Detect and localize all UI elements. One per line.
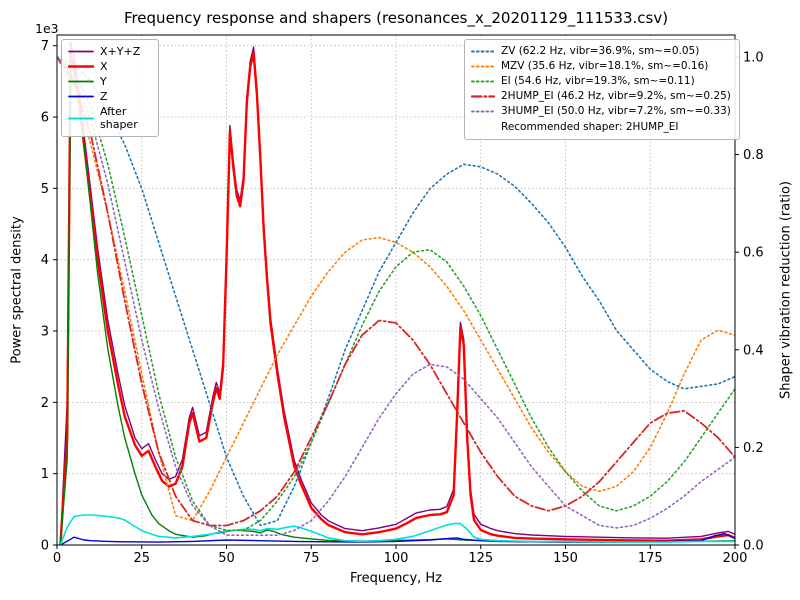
svg-text:200: 200 — [723, 551, 748, 566]
svg-text:0.6: 0.6 — [743, 246, 764, 261]
y-axis-left-label: Power spectral density — [9, 216, 25, 364]
legend-line-sample-2hump-ei — [471, 95, 495, 98]
series-after-shaper-line — [59, 514, 735, 545]
svg-text:100: 100 — [384, 551, 409, 566]
svg-text:6: 6 — [41, 111, 49, 126]
legend-recommended-shaper: Recommended shaper: 2HUMP_EI — [501, 121, 679, 133]
legend-label-z: Z — [100, 90, 108, 103]
svg-text:0: 0 — [41, 539, 49, 554]
svg-text:150: 150 — [553, 551, 578, 566]
legend-label-zv: ZV (62.2 Hz, vibr=36.9%, sm~=0.05) — [501, 45, 700, 57]
legend-item-x-y-z: X+Y+Z — [68, 44, 150, 59]
series-x-line — [59, 51, 735, 545]
svg-text:175: 175 — [638, 551, 663, 566]
legend-label-x: X — [100, 60, 108, 73]
y-axis-offset-label: 1e3 — [35, 21, 59, 36]
legend-line-sample-after-shaper — [68, 117, 94, 119]
legend-item-2hump-ei: 2HUMP_EI (46.2 Hz, vibr=9.2%, sm~=0.25) — [471, 89, 731, 104]
series-y-line — [59, 73, 735, 545]
shaper-2hump-ei-line — [57, 56, 735, 527]
legend-line-sample-x — [68, 65, 94, 68]
svg-text:0.0: 0.0 — [743, 539, 764, 554]
tick-labels: 0 25 50 75 100 125 150 175 200 0 1 2 3 4 5 6 7 0.0 0.2 0.4 0… — [41, 39, 764, 566]
svg-text:0: 0 — [53, 551, 61, 566]
legend-item-ei: EI (54.6 Hz, vibr=19.3%, sm~=0.11) — [471, 74, 731, 89]
shaper-mzv-line — [57, 56, 735, 522]
legend-label-ei: EI (54.6 Hz, vibr=19.3%, sm~=0.11) — [501, 75, 695, 87]
svg-text:7: 7 — [41, 39, 49, 54]
shaper-zv-line — [57, 56, 735, 527]
svg-text:2: 2 — [41, 396, 49, 411]
shaper-3hump-ei-line — [57, 56, 735, 537]
legend-item-y: Y — [68, 74, 150, 89]
svg-text:25: 25 — [133, 551, 150, 566]
svg-text:75: 75 — [303, 551, 320, 566]
legend-label-x-y-z: X+Y+Z — [100, 45, 141, 58]
legend-label-mzv: MZV (35.6 Hz, vibr=18.1%, sm~=0.16) — [501, 60, 709, 72]
legend-shapers: ZV (62.2 Hz, vibr=36.9%, sm~=0.05) MZV (3… — [464, 39, 740, 140]
legend-label-after-shaper: After shaper — [100, 105, 138, 131]
svg-text:4: 4 — [41, 253, 49, 268]
legend-line-sample-zv — [471, 50, 495, 53]
svg-text:3: 3 — [41, 325, 49, 340]
legend-line-sample-z — [68, 95, 94, 98]
legend-line-sample-mzv — [471, 65, 495, 68]
legend-item-mzv: MZV (35.6 Hz, vibr=18.1%, sm~=0.16) — [471, 59, 731, 74]
x-axis-label: Frequency, Hz — [349, 571, 443, 586]
legend-item-after-shaper: After shaper — [68, 104, 150, 132]
legend-item-x: X — [68, 59, 150, 74]
legend-item-z: Z — [68, 89, 150, 104]
series-group — [57, 41, 735, 545]
svg-text:0.8: 0.8 — [743, 148, 764, 163]
svg-text:5: 5 — [41, 182, 49, 197]
svg-text:0.2: 0.2 — [743, 441, 764, 456]
legend-item-zv: ZV (62.2 Hz, vibr=36.9%, sm~=0.05) — [471, 44, 731, 59]
y-axis-right-label: Shaper vibration reduction (ratio) — [778, 181, 794, 399]
shaper-ei-line — [57, 56, 735, 532]
legend-line-sample-y — [68, 80, 94, 83]
svg-text:1: 1 — [41, 467, 49, 482]
svg-text:125: 125 — [468, 551, 493, 566]
legend-label-2hump-ei: 2HUMP_EI (46.2 Hz, vibr=9.2%, sm~=0.25) — [501, 90, 731, 102]
legend-line-sample-x-y-z — [68, 50, 94, 53]
legend-label-3hump-ei: 3HUMP_EI (50.0 Hz, vibr=7.2%, sm~=0.33) — [501, 105, 731, 117]
svg-text:1.0: 1.0 — [743, 50, 764, 65]
svg-text:50: 50 — [218, 551, 235, 566]
legend-line-sample-3hump-ei — [471, 110, 495, 113]
legend-line-sample-ei — [471, 80, 495, 83]
legend-psd: X+Y+Z X Y Z After shaper — [61, 39, 159, 137]
legend-label-y: Y — [100, 75, 107, 88]
chart-title: Frequency response and shapers (resonanc… — [123, 9, 669, 27]
legend-item-3hump-ei: 3HUMP_EI (50.0 Hz, vibr=7.2%, sm~=0.33) — [471, 104, 731, 119]
svg-text:0.4: 0.4 — [743, 343, 764, 358]
